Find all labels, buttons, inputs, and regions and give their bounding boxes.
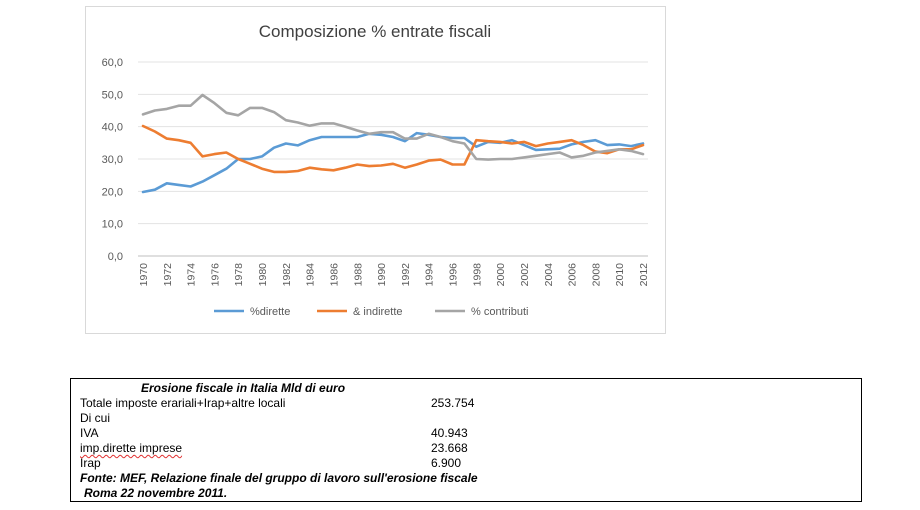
chart-title: Composizione % entrate fiscali xyxy=(259,22,491,41)
chart-container: Composizione % entrate fiscali 0,0 10,0 20… xyxy=(85,6,666,334)
note-row-value: 6.900 xyxy=(431,456,462,470)
y-tick-label: 60,0 xyxy=(102,57,123,69)
x-axis-ticks: 1970 1972 1974 1976 1978 1980 1982 1984 1986 1988… xyxy=(138,263,650,287)
x-tick-label: 2002 xyxy=(519,263,531,287)
note-row-label: IVA xyxy=(80,426,99,440)
note-source: Fonte: MEF, Relazione finale del gruppo … xyxy=(80,471,478,485)
x-tick-label: 2006 xyxy=(567,263,579,287)
note-row-label: Di cui xyxy=(80,411,111,425)
y-tick-label: 0,0 xyxy=(108,251,123,263)
note-title: Erosione fiscale in Italia Mld di euro xyxy=(141,381,345,395)
legend: %dirette & indirette % contributi xyxy=(214,306,528,318)
series-line xyxy=(141,93,645,161)
note-row: imp.dirette imprese 23.668 xyxy=(80,441,468,455)
line-chart: Composizione % entrate fiscali 0,0 10,0 20… xyxy=(102,22,650,318)
x-tick-label: 1982 xyxy=(281,263,293,287)
note-row: Di cui xyxy=(80,411,110,425)
y-tick-label: 50,0 xyxy=(102,89,123,101)
x-tick-label: 1974 xyxy=(186,263,198,287)
legend-label: %dirette xyxy=(250,306,290,318)
note-row-value: 23.668 xyxy=(431,441,468,455)
x-tick-label: 1970 xyxy=(138,263,150,287)
gridlines xyxy=(138,61,648,257)
y-tick-label: 40,0 xyxy=(102,122,123,134)
x-tick-label: 1986 xyxy=(328,263,340,287)
x-tick-label: 1996 xyxy=(448,263,460,287)
y-axis-ticks: 0,0 10,0 20,0 30,0 40,0 50,0 60,0 xyxy=(102,57,123,263)
x-tick-label: 1976 xyxy=(209,263,221,287)
y-tick-label: 30,0 xyxy=(102,154,123,166)
note-row: Totale imposte erariali+Irap+altre local… xyxy=(80,396,474,410)
note-row-label: Totale imposte erariali+Irap+altre local… xyxy=(80,396,286,410)
note-row-value: 40.943 xyxy=(431,426,468,440)
note-row: Irap 6.900 xyxy=(80,456,461,470)
x-tick-label: 2012 xyxy=(638,263,650,287)
series-lines xyxy=(141,93,645,194)
x-tick-label: 1984 xyxy=(305,263,317,287)
tax-erosion-note: Erosione fiscale in Italia Mld di euro T… xyxy=(70,378,862,502)
x-tick-label: 1992 xyxy=(400,263,412,287)
note-row-value: 253.754 xyxy=(431,396,475,410)
x-tick-label: 2008 xyxy=(590,263,602,287)
x-tick-label: 1972 xyxy=(162,263,174,287)
x-tick-label: 1994 xyxy=(424,263,436,287)
legend-label: % contributi xyxy=(471,306,528,318)
x-tick-label: 2000 xyxy=(495,263,507,287)
x-tick-label: 1998 xyxy=(471,263,483,287)
x-tick-label: 2010 xyxy=(614,263,626,287)
x-tick-label: 1978 xyxy=(233,263,245,287)
note-row-label: imp.dirette imprese xyxy=(80,441,183,455)
x-tick-label: 1990 xyxy=(376,263,388,287)
y-tick-label: 20,0 xyxy=(102,186,123,198)
legend-label: & indirette xyxy=(353,306,403,318)
series-line xyxy=(141,131,645,194)
note-date: Roma 22 novembre 2011. xyxy=(84,486,227,500)
note-row: IVA 40.943 xyxy=(80,426,468,440)
note-source-text: Fonte: MEF, Relazione finale del gruppo … xyxy=(80,471,478,485)
y-tick-label: 10,0 xyxy=(102,219,123,231)
x-tick-label: 1980 xyxy=(257,263,269,287)
x-tick-label: 1988 xyxy=(352,263,364,287)
note-date-text: Roma 22 novembre 2011. xyxy=(84,486,228,500)
note-title-text: Erosione fiscale in Italia Mld di euro xyxy=(141,381,346,395)
series-line xyxy=(141,124,645,174)
x-tick-label: 2004 xyxy=(543,263,555,287)
note-row-label: Irap xyxy=(80,456,101,470)
